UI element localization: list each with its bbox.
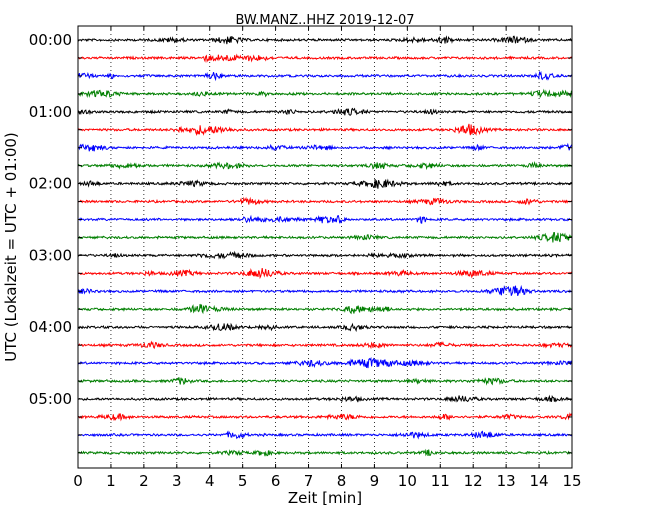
seismogram-trace (77, 430, 573, 440)
seismogram-trace (77, 250, 573, 260)
seismogram-trace (77, 123, 573, 136)
seismogram-trace (77, 340, 573, 350)
seismogram-trace (78, 142, 573, 152)
y-axis-label: UTC (Lokalzeit = UTC + 01:00) (2, 132, 20, 362)
x-tick-label: 5 (238, 472, 248, 490)
seismogram-trace (77, 377, 573, 386)
x-tick-label: 13 (497, 472, 516, 490)
seismogram-trace (77, 161, 573, 171)
x-tick-label: 7 (304, 472, 314, 490)
seismogram-trace (78, 412, 573, 422)
x-tick-label: 0 (73, 472, 83, 490)
plot-frame (77, 25, 573, 469)
y-tick-label: 05:00 (29, 390, 72, 408)
x-axis-ticks: 0 1 2 3 4 5 6 7 8 9 10 11 12 13 14 15 (73, 26, 582, 490)
x-tick-label: 10 (398, 472, 417, 490)
seismogram-trace (78, 196, 573, 206)
seismogram-trace (77, 178, 573, 189)
x-tick-label: 12 (464, 472, 483, 490)
y-tick-label: 01:00 (29, 103, 72, 121)
seismogram-trace (77, 232, 573, 243)
seismogram-trace (77, 448, 573, 457)
seismogram-trace (77, 107, 573, 116)
seismogram-trace (78, 322, 573, 333)
y-tick-label: 03:00 (29, 246, 72, 264)
plot-area (78, 26, 572, 468)
grid-lines (110, 26, 540, 468)
y-axis-ticks: 00:00 01:00 02:00 03:00 04:00 05:00 (29, 31, 572, 454)
seismogram-trace (78, 70, 573, 82)
x-tick-label: 11 (431, 472, 450, 490)
y-tick-label: 02:00 (29, 175, 72, 193)
x-tick-label: 14 (530, 472, 549, 490)
seismogram-trace (77, 356, 573, 369)
x-tick-label: 9 (370, 472, 380, 490)
x-tick-label: 2 (139, 472, 149, 490)
seismogram-trace (77, 284, 573, 296)
seismogram-trace (77, 88, 573, 99)
y-tick-label: 04:00 (29, 318, 72, 336)
x-axis-label: Zeit [min] (288, 489, 362, 507)
seismogram-trace (77, 35, 572, 45)
x-tick-label: 3 (172, 472, 182, 490)
x-tick-label: 4 (205, 472, 215, 490)
x-tick-label: 1 (106, 472, 116, 490)
seismogram-trace (77, 53, 573, 63)
x-tick-label: 8 (337, 472, 347, 490)
x-tick-label: 15 (562, 472, 581, 490)
trace-group (77, 35, 573, 457)
y-tick-label: 00:00 (29, 31, 72, 49)
seismogram-trace (77, 268, 573, 280)
seismogram-trace (77, 303, 573, 315)
seismogram-trace (77, 214, 573, 224)
seismogram-trace (77, 394, 573, 403)
x-tick-label: 6 (271, 472, 281, 490)
chart-title: BW.MANZ..HHZ 2019-12-07 (235, 13, 414, 28)
